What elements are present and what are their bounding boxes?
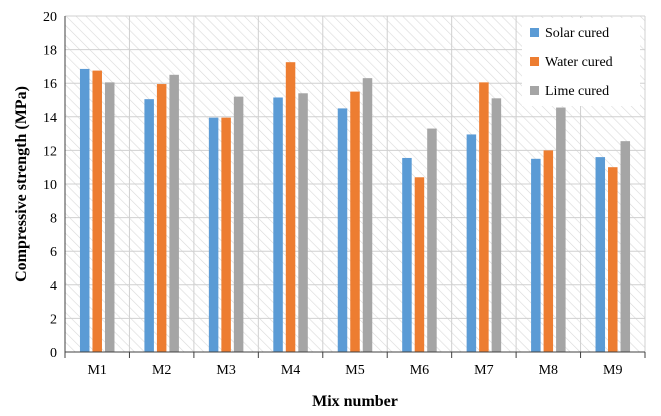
x-tick-label: M8 [539, 363, 558, 378]
bar-solar-cured [595, 157, 606, 352]
y-tick-label: 14 [43, 111, 57, 126]
bar-water-cured [92, 70, 102, 352]
bar-solar-cured [144, 99, 154, 352]
bar-water-cured [414, 177, 425, 352]
bar-lime-cured [620, 141, 631, 352]
bar-solar-cured [531, 158, 541, 352]
bar-water-cured [350, 91, 360, 352]
bar-lime-cured [169, 74, 179, 353]
legend-swatch [530, 86, 539, 95]
bar-solar-cured [273, 97, 283, 352]
y-tick-label: 8 [50, 212, 57, 227]
bar-lime-cured [233, 96, 244, 352]
legend-label: Water cured [545, 55, 613, 70]
bar-water-cured [608, 167, 618, 352]
x-tick-label: M5 [345, 363, 364, 378]
bar-lime-cured [556, 107, 566, 352]
y-tick-labels: 0 2 4 6 8 10 12 14 16 18 20 [43, 10, 57, 361]
x-tick-labels: M1 M2 M3 M4 M5 M6 M7 M8 M9 [87, 363, 622, 378]
x-tick-label: M3 [216, 363, 235, 378]
x-tick-label: M7 [474, 363, 493, 378]
x-tick-label: M2 [152, 363, 171, 378]
bar-water-cured [479, 82, 489, 353]
bar-lime-cured [491, 98, 502, 352]
legend-label: Lime cured [545, 84, 609, 99]
y-tick-label: 6 [50, 245, 57, 260]
y-tick-label: 12 [43, 144, 57, 159]
bar-water-cured [221, 117, 231, 352]
y-tick-label: 16 [43, 77, 57, 92]
bar-lime-cured [427, 128, 437, 352]
bar-lime-cured [298, 93, 308, 352]
x-tick-label: M1 [87, 363, 106, 378]
y-tick-label: 2 [50, 312, 57, 327]
legend: Solar cured Water cured Lime cured [522, 18, 640, 106]
bar-water-cured [156, 84, 167, 352]
legend-box [522, 18, 640, 106]
bar-water-cured [543, 150, 554, 352]
bars [79, 62, 631, 353]
bar-solar-cured [79, 68, 90, 353]
bar-lime-cured [104, 82, 115, 353]
bar-solar-cured [337, 108, 348, 353]
x-tick-label: M4 [281, 363, 300, 378]
x-axis-title: Mix number [312, 393, 398, 410]
x-tick-label: M6 [410, 363, 429, 378]
y-tick-label: 10 [43, 178, 57, 193]
y-axis-title: Compressive strength (MPa) [13, 86, 30, 282]
x-tick-label: M9 [603, 363, 622, 378]
bar-lime-cured [362, 78, 373, 352]
legend-swatch [530, 57, 539, 66]
y-tick-label: 20 [43, 10, 57, 25]
y-tick-label: 0 [50, 346, 57, 361]
legend-swatch [530, 28, 539, 37]
y-tick-label: 18 [43, 44, 57, 59]
y-tick-label: 4 [50, 279, 57, 294]
bar-solar-cured [402, 157, 412, 352]
legend-label: Solar cured [545, 26, 609, 41]
bar-solar-cured [466, 134, 477, 352]
axes [64, 16, 646, 358]
bar-water-cured [285, 62, 296, 352]
bar-solar-cured [208, 117, 219, 352]
